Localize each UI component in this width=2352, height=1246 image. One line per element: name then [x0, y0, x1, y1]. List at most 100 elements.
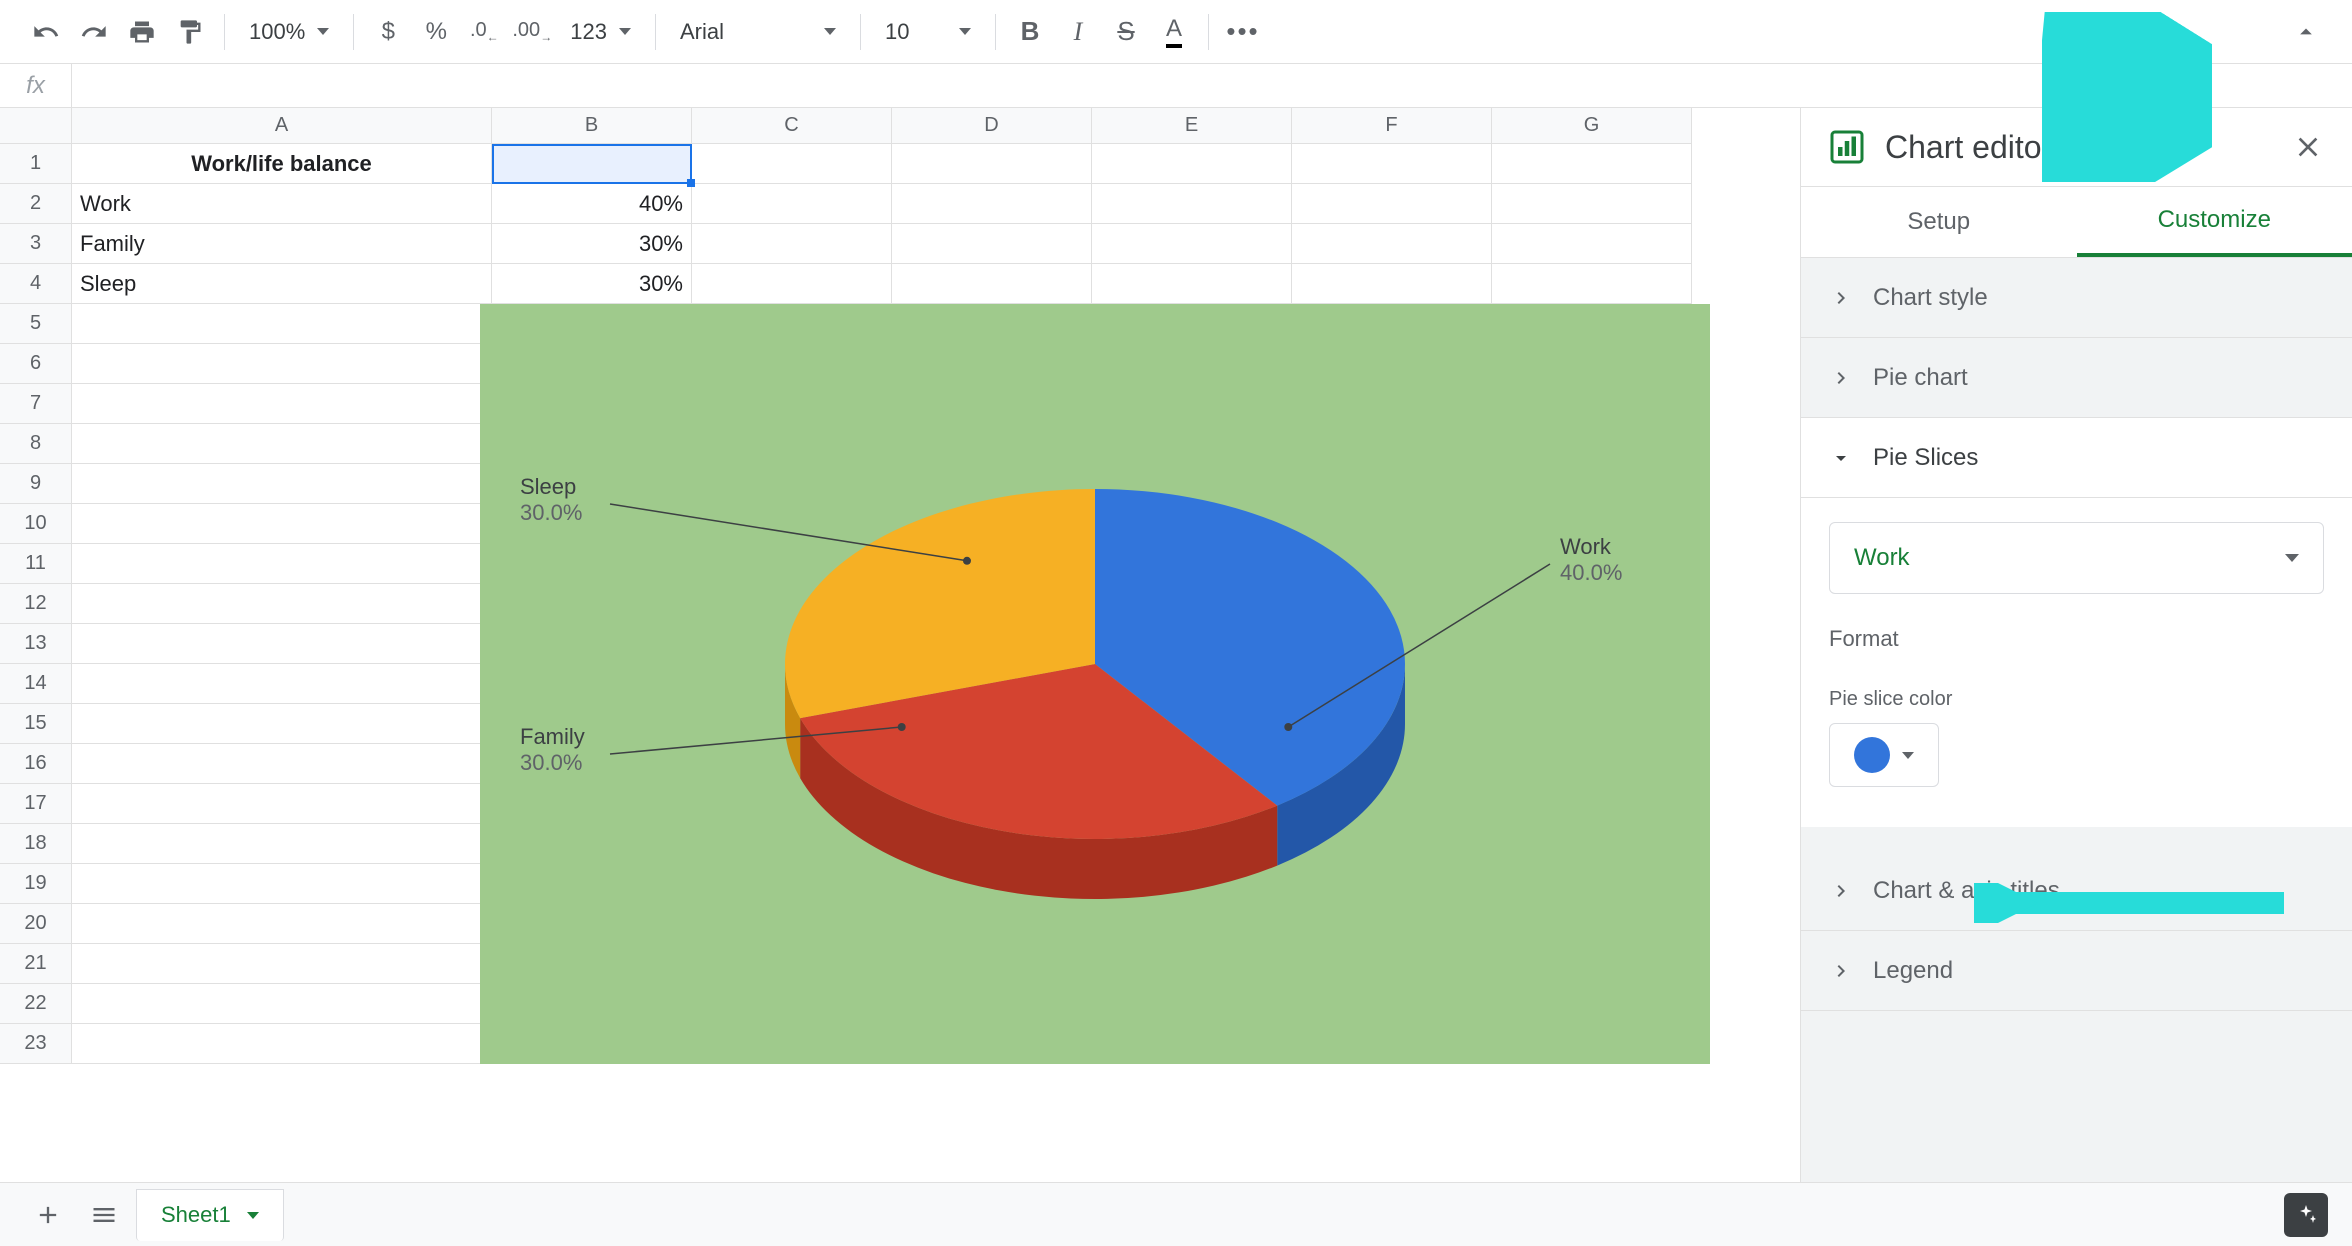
chart-editor-icon: [1829, 129, 1865, 165]
format-label: Format: [1829, 626, 2324, 652]
cell-A15[interactable]: [72, 704, 492, 744]
cell-D3[interactable]: [892, 224, 1092, 264]
section-pie-slices[interactable]: Pie Slices: [1801, 418, 2352, 498]
svg-text:Work: Work: [1560, 534, 1612, 559]
print-button[interactable]: [120, 10, 164, 54]
cell-A8[interactable]: [72, 424, 492, 464]
redo-button[interactable]: [72, 10, 116, 54]
sheet-tab[interactable]: Sheet1: [136, 1189, 284, 1241]
cell-E4[interactable]: [1092, 264, 1292, 304]
decrease-decimal-button[interactable]: .0←: [462, 10, 506, 54]
color-label: Pie slice color: [1829, 688, 2324, 711]
italic-button[interactable]: I: [1056, 10, 1100, 54]
section-chart-axis-titles[interactable]: Chart & axis titles: [1801, 851, 2352, 931]
chevron-right-icon: [1829, 959, 1853, 983]
svg-text:Sleep: Sleep: [520, 474, 576, 499]
cell-B1[interactable]: [492, 144, 692, 184]
cell-A11[interactable]: [72, 544, 492, 584]
cell-G3[interactable]: [1492, 224, 1692, 264]
close-icon[interactable]: [2292, 131, 2324, 163]
svg-text:Family: Family: [520, 724, 585, 749]
cell-E1[interactable]: [1092, 144, 1292, 184]
cell-A16[interactable]: [72, 744, 492, 784]
percent-button[interactable]: %: [414, 10, 458, 54]
cell-F1[interactable]: [1292, 144, 1492, 184]
sheet-area[interactable]: ABCDEFG1Work/life balance2Work40%3Family…: [0, 108, 1800, 1182]
cell-A4[interactable]: Sleep: [72, 264, 492, 304]
increase-decimal-button[interactable]: .00→: [510, 10, 554, 54]
explore-button[interactable]: [2284, 1193, 2328, 1237]
toolbar: 100% $ % .0← .00→ 123 Arial 10 B I S A •…: [0, 0, 2352, 64]
cell-A18[interactable]: [72, 824, 492, 864]
cell-F3[interactable]: [1292, 224, 1492, 264]
editor-title: Chart editor: [1885, 129, 2292, 166]
undo-button[interactable]: [24, 10, 68, 54]
cell-A14[interactable]: [72, 664, 492, 704]
bold-button[interactable]: B: [1008, 10, 1052, 54]
chevron-down-icon: [1829, 446, 1853, 470]
font-dropdown[interactable]: Arial: [668, 10, 848, 54]
text-color-button[interactable]: A: [1152, 10, 1196, 54]
cell-G2[interactable]: [1492, 184, 1692, 224]
cell-B2[interactable]: 40%: [492, 184, 692, 224]
slice-select[interactable]: Work: [1829, 522, 2324, 594]
cell-A7[interactable]: [72, 384, 492, 424]
cell-B3[interactable]: 30%: [492, 224, 692, 264]
chevron-right-icon: [1829, 366, 1853, 390]
add-sheet-button[interactable]: [24, 1191, 72, 1239]
section-legend[interactable]: Legend: [1801, 931, 2352, 1011]
cell-C2[interactable]: [692, 184, 892, 224]
tab-customize[interactable]: Customize: [2077, 187, 2352, 257]
all-sheets-button[interactable]: [80, 1191, 128, 1239]
cell-A9[interactable]: [72, 464, 492, 504]
formula-input[interactable]: [72, 64, 2352, 107]
bottom-bar: Sheet1: [0, 1182, 2352, 1246]
svg-text:30.0%: 30.0%: [520, 500, 582, 525]
cell-A10[interactable]: [72, 504, 492, 544]
pie-slices-content: Work Format Pie slice color: [1801, 498, 2352, 827]
number-format-dropdown[interactable]: 123: [558, 10, 643, 54]
cell-D2[interactable]: [892, 184, 1092, 224]
tab-setup[interactable]: Setup: [1801, 187, 2077, 257]
cell-A12[interactable]: [72, 584, 492, 624]
cell-E3[interactable]: [1092, 224, 1292, 264]
cell-A21[interactable]: [72, 944, 492, 984]
cell-D4[interactable]: [892, 264, 1092, 304]
chevron-right-icon: [1829, 286, 1853, 310]
color-swatch: [1854, 737, 1890, 773]
cell-A2[interactable]: Work: [72, 184, 492, 224]
currency-button[interactable]: $: [366, 10, 410, 54]
fontsize-dropdown[interactable]: 10: [873, 10, 983, 54]
collapse-toolbar-button[interactable]: [2284, 10, 2328, 54]
cell-C4[interactable]: [692, 264, 892, 304]
cell-G4[interactable]: [1492, 264, 1692, 304]
section-pie-chart[interactable]: Pie chart: [1801, 338, 2352, 418]
cell-A13[interactable]: [72, 624, 492, 664]
cell-A19[interactable]: [72, 864, 492, 904]
pie-chart[interactable]: Work40.0%Family30.0%Sleep30.0%: [480, 304, 1710, 1064]
cell-C1[interactable]: [692, 144, 892, 184]
cell-A5[interactable]: [72, 304, 492, 344]
section-chart-style[interactable]: Chart style: [1801, 258, 2352, 338]
cell-A17[interactable]: [72, 784, 492, 824]
cell-B4[interactable]: 30%: [492, 264, 692, 304]
cell-A6[interactable]: [72, 344, 492, 384]
cell-C3[interactable]: [692, 224, 892, 264]
cell-G1[interactable]: [1492, 144, 1692, 184]
strikethrough-button[interactable]: S: [1104, 10, 1148, 54]
paint-format-button[interactable]: [168, 10, 212, 54]
cell-E2[interactable]: [1092, 184, 1292, 224]
fx-label: fx: [0, 64, 72, 107]
slice-color-picker[interactable]: [1829, 723, 1939, 787]
cell-F4[interactable]: [1292, 264, 1492, 304]
cell-A23[interactable]: [72, 1024, 492, 1064]
zoom-dropdown[interactable]: 100%: [237, 10, 341, 54]
cell-A20[interactable]: [72, 904, 492, 944]
cell-F2[interactable]: [1292, 184, 1492, 224]
cell-A22[interactable]: [72, 984, 492, 1024]
svg-text:40.0%: 40.0%: [1560, 560, 1622, 585]
cell-A3[interactable]: Family: [72, 224, 492, 264]
more-toolbar-button[interactable]: •••: [1221, 10, 1265, 54]
cell-D1[interactable]: [892, 144, 1092, 184]
cell-A1[interactable]: Work/life balance: [72, 144, 492, 184]
